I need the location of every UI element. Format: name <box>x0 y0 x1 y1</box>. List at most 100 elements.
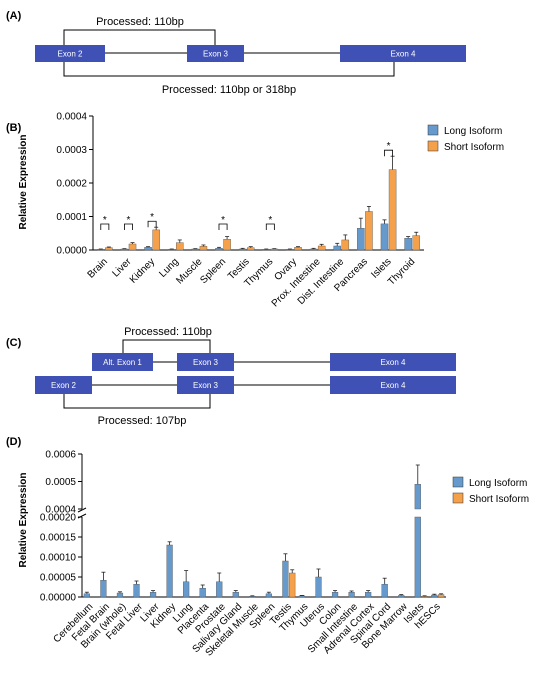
panel-a-label: (A) <box>6 10 22 22</box>
bar <box>100 580 107 598</box>
bar <box>166 544 173 598</box>
bar <box>333 245 341 251</box>
row2-exon-2-label: Exon 2 <box>51 381 76 390</box>
exon-2-box <box>35 45 105 62</box>
alt-exon-1-label: Alt. Exon 1 <box>103 358 142 367</box>
row2-exon-3-box <box>177 376 234 394</box>
panel-a: (A) Exon 2 Exon 3 Exon 4 Processed: 110b… <box>6 10 466 96</box>
category-label: Kidney <box>128 256 157 285</box>
bar <box>431 594 438 598</box>
row2-exon-4-label: Exon 4 <box>381 381 406 390</box>
bar <box>289 572 296 598</box>
legend-label: Short Isoform <box>444 142 504 153</box>
significance-star: * <box>127 215 131 226</box>
legend-swatch <box>452 476 464 488</box>
bar <box>262 249 271 251</box>
exon-3-box <box>187 45 244 62</box>
panel-b-label: (B) <box>6 122 22 134</box>
panel-d-ylabel: Relative Expression <box>18 472 29 567</box>
significance-star: * <box>268 215 272 226</box>
bar <box>133 584 140 598</box>
panel-d: (D) Relative Expression 0.0004 0.0005 0.00… <box>6 436 529 659</box>
significance-bracket <box>218 223 228 230</box>
y-tick-label: 0.00020 <box>40 513 77 524</box>
bar <box>191 248 200 251</box>
bottom-bracket <box>63 62 395 77</box>
bar <box>246 247 255 251</box>
panel-c-label: (C) <box>6 337 22 349</box>
bar <box>315 576 322 598</box>
bar <box>152 229 160 251</box>
bar <box>294 247 302 251</box>
bottom-bracket-c-label: Processed: 107bp <box>98 415 187 427</box>
y-tick-label: 0.0006 <box>45 450 76 461</box>
y-tick-label: 0.00010 <box>40 553 77 564</box>
row2-exon-3-label: Exon 3 <box>193 381 218 390</box>
legend-label: Short Isoform <box>469 494 529 505</box>
y-tick-label: 0.00000 <box>40 593 77 604</box>
category-label: Brain <box>86 256 110 280</box>
bar <box>97 249 105 251</box>
bar <box>404 238 412 251</box>
significance-bracket <box>384 149 393 157</box>
bar <box>149 592 157 598</box>
bar <box>365 592 372 598</box>
bar <box>414 516 421 598</box>
y-tick-label: 0.00015 <box>40 533 77 544</box>
significance-star: * <box>387 141 391 152</box>
bar <box>144 247 152 251</box>
panel-b: (B) Relative Expression 0.0000 0.0001 0.00… <box>6 112 504 310</box>
bar <box>380 223 389 251</box>
bar <box>357 228 365 251</box>
bar <box>216 581 223 598</box>
exon-4-box <box>340 45 466 62</box>
bar <box>298 595 306 598</box>
alt-exon-1-box <box>92 353 153 371</box>
bar <box>199 588 206 598</box>
bar <box>199 246 208 251</box>
bar <box>270 248 279 251</box>
row1-exon-3-label: Exon 3 <box>193 358 218 367</box>
exon-3-label: Exon 3 <box>203 50 228 59</box>
top-bracket-c-label: Processed: 110bp <box>124 326 212 338</box>
bar <box>421 596 428 598</box>
bar <box>388 169 397 251</box>
exon-2-label: Exon 2 <box>58 50 83 59</box>
bar <box>232 592 239 598</box>
y-tick-label: 0.0000 <box>56 246 87 257</box>
row1-exon-4-label: Exon 4 <box>381 358 406 367</box>
bar <box>341 239 350 251</box>
bar <box>282 560 289 598</box>
bar <box>398 595 405 598</box>
y-tick-label: 0.00005 <box>40 573 77 584</box>
bottom-bracket-c <box>63 394 211 409</box>
bar <box>348 592 355 598</box>
panel-d-label: (D) <box>6 436 22 448</box>
bar <box>223 239 231 251</box>
category-label: Thyroid <box>386 256 417 287</box>
bar <box>128 243 137 251</box>
row2-exon-4-box <box>330 376 456 394</box>
bar <box>414 484 421 510</box>
bar <box>176 242 184 251</box>
bar <box>120 248 129 251</box>
significance-star: * <box>150 212 154 223</box>
bar <box>238 248 247 251</box>
bar <box>331 592 339 598</box>
y-tick-label: 0.0002 <box>56 179 87 190</box>
category-label: Muscle <box>174 256 204 286</box>
row1-exon-3-box <box>177 353 234 371</box>
significance-bracket <box>124 223 133 230</box>
top-bracket <box>63 29 216 45</box>
y-tick-label: 0.0003 <box>56 145 87 156</box>
bar <box>215 248 223 251</box>
significance-bracket <box>100 223 110 230</box>
category-label: Spleen <box>198 256 228 286</box>
legend-swatch <box>452 492 464 504</box>
top-bracket-c <box>122 339 211 353</box>
bar <box>249 596 256 598</box>
panel-b-ylabel: Relative Expression <box>18 134 29 229</box>
row1-exon-4-box <box>330 353 456 371</box>
bar <box>167 249 176 251</box>
